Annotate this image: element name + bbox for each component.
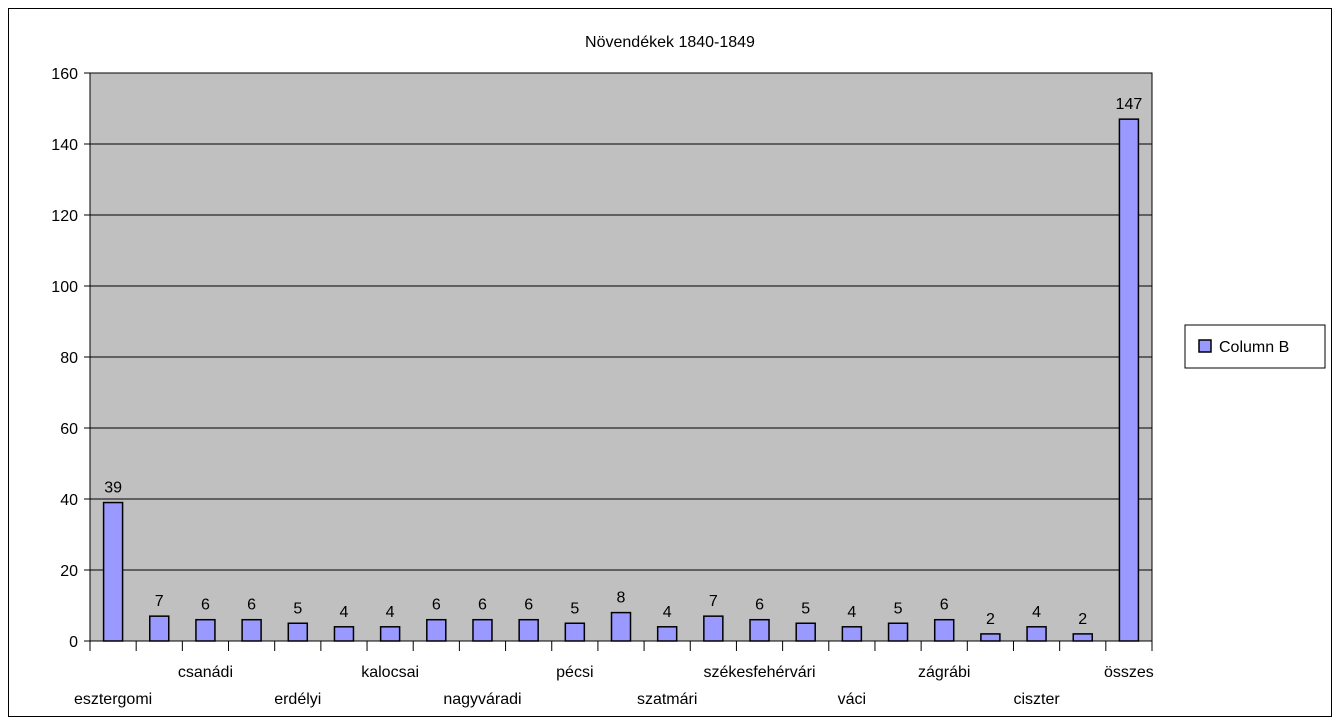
bar [472,618,493,642]
x-tick-label: zágrábi [918,664,970,681]
x-tick-label: pécsi [556,664,593,681]
data-label: 6 [247,597,256,614]
data-label: 6 [201,597,210,614]
y-tick-label: 80 [60,350,78,367]
y-tick-label: 20 [60,563,78,580]
data-label: 6 [755,597,764,614]
bar [379,626,401,642]
x-tick-label: kalocsai [361,664,419,681]
x-tick-label: összes [1104,664,1154,681]
y-tick-label: 120 [51,208,78,225]
bar [1118,118,1140,642]
bar [749,618,770,642]
bar [841,626,863,642]
bar [610,611,632,642]
chart-title: Növendékek 1840-1849 [585,34,755,51]
bar [1026,626,1047,642]
x-tick-label: csanádi [178,664,233,681]
y-tick-label: 0 [69,634,78,651]
data-label: 2 [986,611,995,628]
data-label: 6 [940,597,949,614]
bar [426,618,447,642]
data-label: 4 [386,604,395,621]
x-tick-label: esztergomi [74,691,152,708]
data-label: 6 [524,597,533,614]
data-label: 7 [709,593,718,610]
bar [1072,633,1093,642]
data-label: 4 [340,604,349,621]
legend-label: Column B [1219,339,1289,356]
y-tick-label: 140 [51,137,78,154]
data-label: 2 [1078,611,1087,628]
y-tick-label: 160 [51,66,78,83]
bar [795,622,816,642]
data-label: 39 [104,480,122,497]
bar [287,622,309,642]
bar [887,622,909,642]
y-tick-label: 40 [60,492,78,509]
bar [933,618,955,642]
x-tick-label: szatmári [637,691,697,708]
data-label: 4 [663,604,672,621]
data-label: 6 [432,597,441,614]
bar [195,618,216,642]
data-label: 6 [478,597,487,614]
data-label: 5 [801,600,810,617]
bar [102,501,124,642]
y-tick-label: 100 [51,279,78,296]
data-label: 8 [617,590,626,607]
y-tick-label: 60 [60,421,78,438]
data-label: 7 [155,593,164,610]
bar [656,626,678,642]
bar [518,618,539,642]
data-label: 5 [570,600,579,617]
bar [980,633,1001,642]
legend-swatch [1198,339,1212,353]
bar [564,622,586,642]
x-tick-label: váci [838,691,866,708]
bar [241,618,262,642]
bar [703,615,724,642]
data-label: 147 [1116,96,1143,113]
x-tick-label: székesfehérvári [703,664,815,681]
x-tick-label: erdélyi [274,691,321,708]
x-tick-label: nagyváradi [443,691,521,708]
bar [149,615,170,642]
data-label: 5 [894,600,903,617]
data-label: 4 [847,604,856,621]
data-label: 5 [293,600,302,617]
bar [333,626,355,642]
data-label: 4 [1032,604,1041,621]
x-tick-label: ciszter [1013,691,1060,708]
